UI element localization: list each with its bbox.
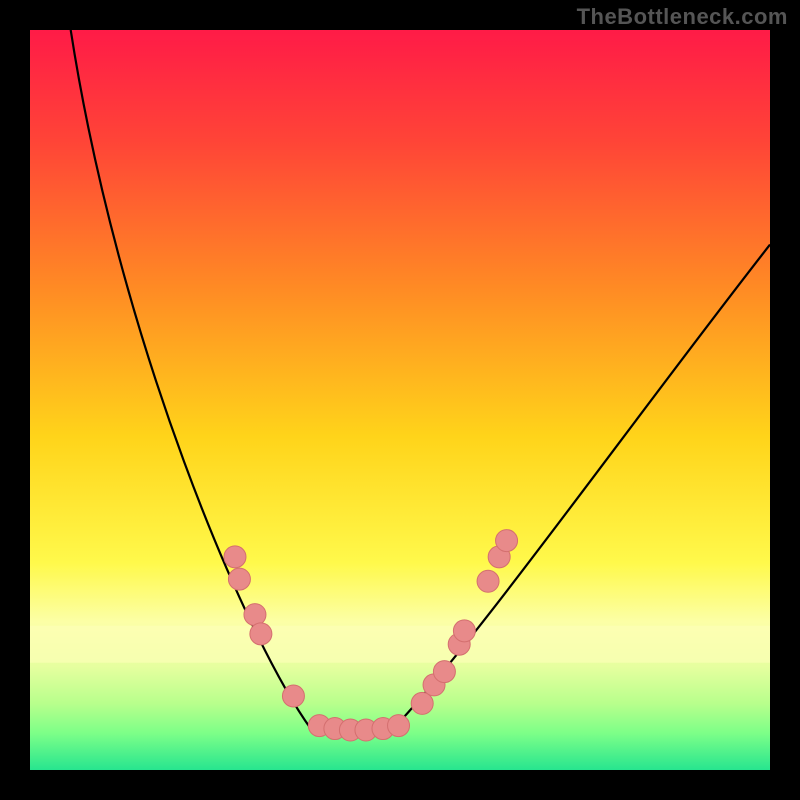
- marker-point: [433, 661, 455, 683]
- marker-point: [244, 604, 266, 626]
- chart-svg: [0, 0, 800, 800]
- marker-point: [224, 546, 246, 568]
- marker-point: [477, 570, 499, 592]
- marker-point: [496, 530, 518, 552]
- yellow-band: [30, 626, 770, 663]
- watermark-text: TheBottleneck.com: [577, 4, 788, 30]
- marker-point: [228, 568, 250, 590]
- marker-point: [411, 692, 433, 714]
- marker-point: [250, 623, 272, 645]
- marker-point: [453, 620, 475, 642]
- marker-point: [282, 685, 304, 707]
- marker-point: [388, 715, 410, 737]
- chart-container: TheBottleneck.com: [0, 0, 800, 800]
